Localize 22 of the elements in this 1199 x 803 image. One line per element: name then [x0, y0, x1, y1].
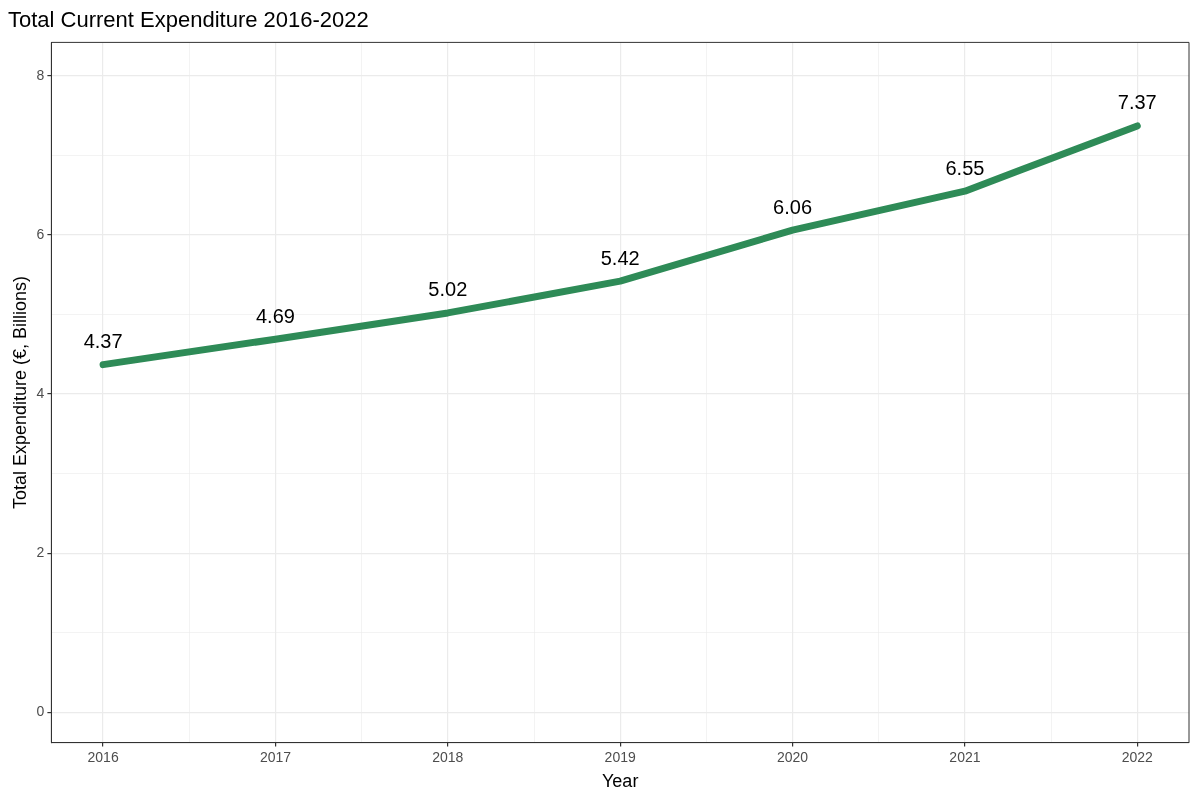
x-tick-label: 2022 [1121, 748, 1154, 765]
data-label: 7.37 [1117, 91, 1157, 114]
data-label: 4.37 [83, 330, 123, 353]
x-tick-label: 2021 [949, 748, 981, 765]
data-label: 6.06 [773, 195, 813, 218]
y-tick-label: 4 [36, 384, 45, 401]
x-tick-label: 2020 [776, 748, 809, 765]
x-axis-title: Year [602, 771, 639, 792]
data-label: 6.55 [945, 156, 985, 179]
y-tick-label: 2 [36, 544, 45, 561]
y-axis-title: Total Expenditure (€, Billions) [9, 275, 30, 510]
data-label: 5.42 [600, 246, 640, 269]
x-tick-label: 2018 [432, 748, 464, 765]
data-label: 4.69 [255, 304, 295, 327]
y-tick-label: 6 [36, 225, 45, 242]
x-tick-label: 2017 [259, 748, 292, 765]
y-tick-label: 8 [36, 66, 45, 83]
y-tick-label: 0 [36, 703, 45, 720]
chart-title: Total Current Expenditure 2016-2022 [8, 7, 369, 33]
x-tick-label: 2016 [87, 748, 119, 765]
data-label: 5.02 [428, 278, 468, 301]
x-tick-label: 2019 [604, 748, 636, 765]
